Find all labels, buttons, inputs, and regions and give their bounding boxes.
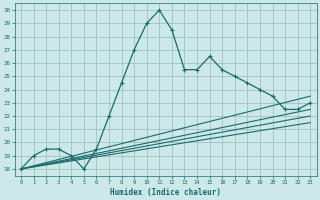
X-axis label: Humidex (Indice chaleur): Humidex (Indice chaleur) bbox=[110, 188, 221, 197]
